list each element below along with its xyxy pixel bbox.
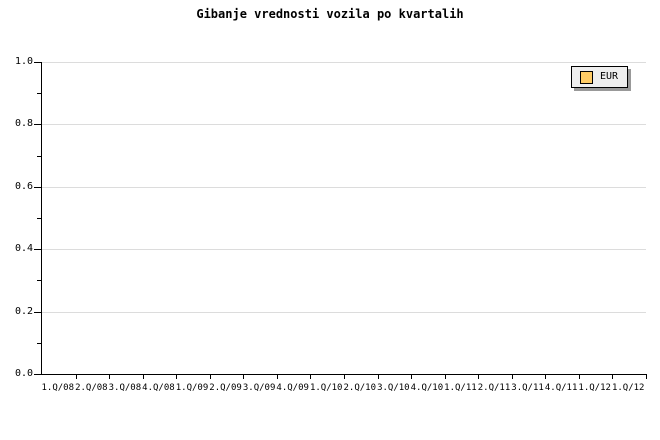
y-tick-label: 0.2 xyxy=(14,305,33,317)
x-tick-mark xyxy=(578,374,580,379)
x-tick-mark xyxy=(478,374,480,379)
x-tick-mark xyxy=(545,374,547,379)
legend-swatch xyxy=(580,70,593,84)
x-tick-mark xyxy=(176,374,178,379)
y-major-tick xyxy=(34,374,42,375)
x-tick-mark xyxy=(377,374,379,379)
x-tick-mark xyxy=(75,374,77,379)
x-tick-label: 2.Q/08 xyxy=(75,383,108,393)
legend: EUR xyxy=(571,66,629,88)
y-tick-label: 0.8 xyxy=(14,118,33,130)
x-tick-label: 4.Q/09 xyxy=(276,383,309,393)
y-grid-line xyxy=(42,186,646,188)
x-tick-label: 1.Q/12 xyxy=(611,383,645,393)
x-tick-label: 2.Q/11 xyxy=(477,383,511,393)
x-tick-label: 1.Q/12 xyxy=(578,383,611,393)
x-tick-mark xyxy=(612,374,614,379)
x-tick-label: 4.Q/08 xyxy=(142,383,175,393)
y-minor-tick xyxy=(37,218,42,219)
plot-area xyxy=(34,62,647,379)
x-tick-label: 3.Q/10 xyxy=(377,383,410,393)
x-tick-label: 1.Q/08 xyxy=(41,383,75,393)
y-major-tick xyxy=(34,249,42,251)
x-tick-label: 1.Q/09 xyxy=(175,383,209,393)
y-major-tick xyxy=(34,311,42,313)
x-tick-label: 3.Q/11 xyxy=(511,383,544,393)
y-grid-line xyxy=(42,249,646,251)
x-tick-label: 3.Q/09 xyxy=(242,383,276,393)
x-tick-label: 1.Q/11 xyxy=(444,383,477,393)
y-major-tick xyxy=(34,62,42,63)
x-tick-mark xyxy=(243,374,245,379)
x-tick-mark xyxy=(276,374,278,379)
x-tick-mark xyxy=(310,374,312,379)
x-tick-label: 2.Q/10 xyxy=(343,383,377,393)
x-tick-label: 2.Q/09 xyxy=(209,383,242,393)
y-grid-line xyxy=(42,62,646,63)
y-minor-tick xyxy=(37,93,42,95)
y-tick-label: 1.0 xyxy=(14,56,33,67)
y-tick-label: 0.0 xyxy=(14,368,33,379)
y-minor-tick xyxy=(37,280,42,282)
y-tick-label: 0.4 xyxy=(14,243,33,255)
x-tick-mark xyxy=(646,374,647,379)
y-minor-tick xyxy=(37,342,42,344)
y-major-tick xyxy=(34,124,42,126)
legend-label: EUR xyxy=(600,71,619,82)
x-tick-mark xyxy=(109,374,111,379)
x-tick-label: 4.Q/11 xyxy=(544,383,578,393)
x-tick-label: 4.Q/10 xyxy=(410,383,444,393)
y-major-tick xyxy=(34,186,42,188)
y-grid-line xyxy=(42,124,646,126)
y-grid-line xyxy=(42,311,646,313)
x-tick-mark xyxy=(142,374,144,379)
chart-title: Gibanje vrednosti vozila po kvartalih xyxy=(196,7,464,21)
y-tick-label: 0.6 xyxy=(14,180,33,192)
x-tick-mark xyxy=(344,374,345,379)
x-tick-mark xyxy=(444,374,446,379)
x-tick-mark xyxy=(511,374,513,379)
x-tick-label: 1.Q/10 xyxy=(309,383,343,393)
y-minor-tick xyxy=(37,155,42,157)
x-tick-mark xyxy=(209,374,211,379)
x-tick-mark xyxy=(411,374,413,379)
x-tick-label: 3.Q/08 xyxy=(108,383,142,393)
